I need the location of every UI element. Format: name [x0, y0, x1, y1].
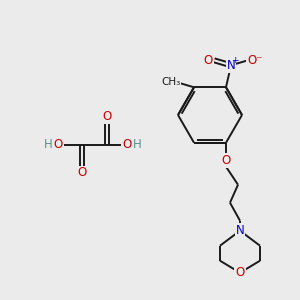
Text: O: O: [203, 54, 213, 67]
Text: O: O: [102, 110, 112, 124]
Text: H: H: [44, 139, 52, 152]
Text: O⁻: O⁻: [247, 54, 263, 67]
Text: N: N: [226, 59, 236, 72]
Text: H: H: [133, 139, 141, 152]
Text: +: +: [231, 56, 239, 65]
Text: O: O: [77, 167, 87, 179]
Text: N: N: [236, 224, 244, 237]
Text: O: O: [236, 266, 244, 279]
Text: O: O: [53, 139, 63, 152]
Text: O: O: [221, 154, 231, 167]
Text: O: O: [122, 139, 132, 152]
Text: CH₃: CH₃: [161, 77, 181, 87]
